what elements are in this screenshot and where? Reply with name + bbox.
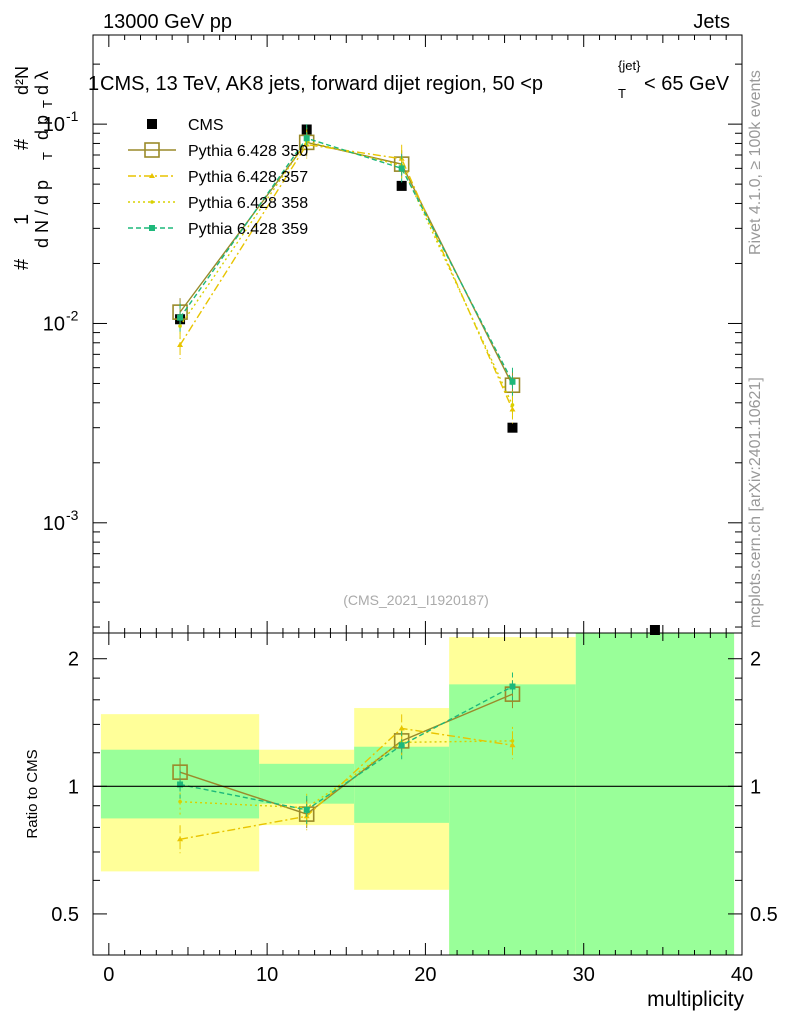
- main-point: [509, 406, 516, 412]
- title-subscript: T: [618, 86, 626, 101]
- main-series-pythia-6-428-359: [177, 124, 516, 396]
- legend-label: Pythia 6.428 359: [188, 221, 308, 238]
- legend-label: Pythia 6.428 350: [188, 143, 308, 160]
- main-y-tick-label: 10 -3: [43, 507, 79, 535]
- title-superscript: {jet}: [618, 58, 641, 73]
- ratio-point: [177, 781, 184, 788]
- tick-mantissa: 10: [43, 313, 65, 335]
- legend: CMS Pythia 6.428 350 Pythia 6.428 357 Pythi…: [128, 117, 308, 238]
- tick-exponent: -2: [66, 307, 79, 323]
- title-main: CMS, 13 TeV, AK8 jets, forward dijet reg…: [100, 73, 543, 95]
- ratio-y-tick-label-right: 1: [750, 776, 761, 798]
- x-tick-label: 30: [573, 964, 595, 986]
- ratio-point: [398, 725, 405, 731]
- ratio-y-tick-label-left: 0.5: [51, 904, 79, 926]
- main-point: [507, 422, 518, 433]
- x-tick-label: 40: [731, 964, 753, 986]
- main-point: [178, 324, 182, 328]
- svg-text:#: #: [11, 138, 33, 150]
- svg-text:T: T: [40, 100, 55, 108]
- tick-mantissa: 10: [43, 513, 65, 535]
- legend-entry: CMS: [147, 117, 224, 134]
- svg-text:T: T: [40, 152, 55, 160]
- main-y-axis-label: # 1 d N / d p T # d p T d λ d²N: [11, 66, 55, 270]
- header-left: 13000 GeV pp: [103, 11, 232, 33]
- svg-text:d p: d p: [32, 115, 52, 140]
- svg-text:d²N: d²N: [12, 66, 32, 95]
- main-line: [179, 143, 514, 410]
- ratio-point: [303, 806, 310, 813]
- ratio-y-axis-label: Ratio to CMS: [24, 749, 41, 838]
- ratio-frame: [92, 632, 743, 956]
- main-point: [510, 403, 515, 407]
- tick-exponent: -3: [66, 507, 79, 523]
- band-green-4: [575, 633, 735, 955]
- ratio-point: [509, 683, 516, 690]
- main-point: [509, 378, 516, 385]
- main-y-tick-label: 10 -1: [43, 108, 79, 136]
- band-green-3: [449, 684, 576, 955]
- legend-entry: Pythia 6.428 357: [128, 169, 308, 186]
- legend-entry: Pythia 6.428 350: [128, 142, 308, 160]
- main-chart-title: 1 CMS, 13 TeV, AK8 jets, forward dijet r…: [88, 58, 730, 101]
- main-point: [649, 625, 660, 635]
- data-marks: [93, 124, 742, 854]
- rivet-version-label: Rivet 4.1.0, ≥ 100k events: [747, 70, 764, 255]
- x-axis-label: multiplicity: [647, 988, 744, 1011]
- legend-label: CMS: [188, 117, 224, 134]
- svg-text:d N / d p: d N / d p: [32, 180, 52, 248]
- legend-marker: [149, 173, 155, 178]
- ratio-y-tick-label-right: 2: [750, 649, 761, 671]
- legend-marker: [144, 142, 160, 158]
- ratio-point: [510, 739, 515, 743]
- main-point: [396, 180, 407, 191]
- tick-mantissa: 10: [43, 114, 65, 136]
- svg-text:#: #: [11, 258, 33, 270]
- legend-marker: [149, 225, 155, 231]
- ratio-y-tick-label-left: 1: [68, 776, 79, 798]
- ratio-point: [509, 742, 516, 748]
- ratio-y-tick-label-left: 2: [68, 649, 79, 671]
- band-green-2: [354, 746, 450, 823]
- ratio-line: [179, 685, 513, 811]
- ratio-uncertainty-bands: [100, 633, 735, 955]
- ratio-line: [179, 727, 513, 840]
- title-lead-number: 1: [88, 73, 99, 95]
- ratio-point: [178, 799, 182, 804]
- ratio-series-pythia-6-428-359: [177, 672, 516, 824]
- main-point: [398, 165, 405, 172]
- main-point: [303, 135, 310, 142]
- x-tick-label: 20: [414, 964, 436, 986]
- svg-text:1: 1: [11, 214, 33, 225]
- legend-entry: Pythia 6.428 358: [128, 195, 308, 212]
- x-tick-label: 0: [103, 964, 114, 986]
- analysis-watermark: (CMS_2021_I1920187): [343, 592, 489, 608]
- main-y-tick-label: 10 -2: [43, 307, 79, 335]
- mcplots-site-label: mcplots.cern.ch [arXiv:2401.10621]: [747, 377, 764, 628]
- main-point: [177, 341, 184, 347]
- legend-label: Pythia 6.428 358: [188, 195, 308, 212]
- ratio-point: [177, 836, 184, 842]
- legend-marker: [150, 200, 154, 204]
- ratio-point: [398, 742, 405, 749]
- legend-entry: Pythia 6.428 359: [128, 221, 308, 238]
- ratio-y-tick-label-right: 0.5: [750, 904, 778, 926]
- main-point: [177, 314, 184, 321]
- header-right: Jets: [693, 11, 730, 33]
- x-tick-label: 10: [256, 964, 278, 986]
- main-line: [179, 141, 514, 386]
- tick-exponent: -1: [66, 108, 79, 124]
- legend-marker: [147, 119, 157, 129]
- svg-text:d λ: d λ: [32, 71, 52, 95]
- title-tail: < 65 GeV: [644, 73, 730, 95]
- legend-label: Pythia 6.428 357: [188, 169, 308, 186]
